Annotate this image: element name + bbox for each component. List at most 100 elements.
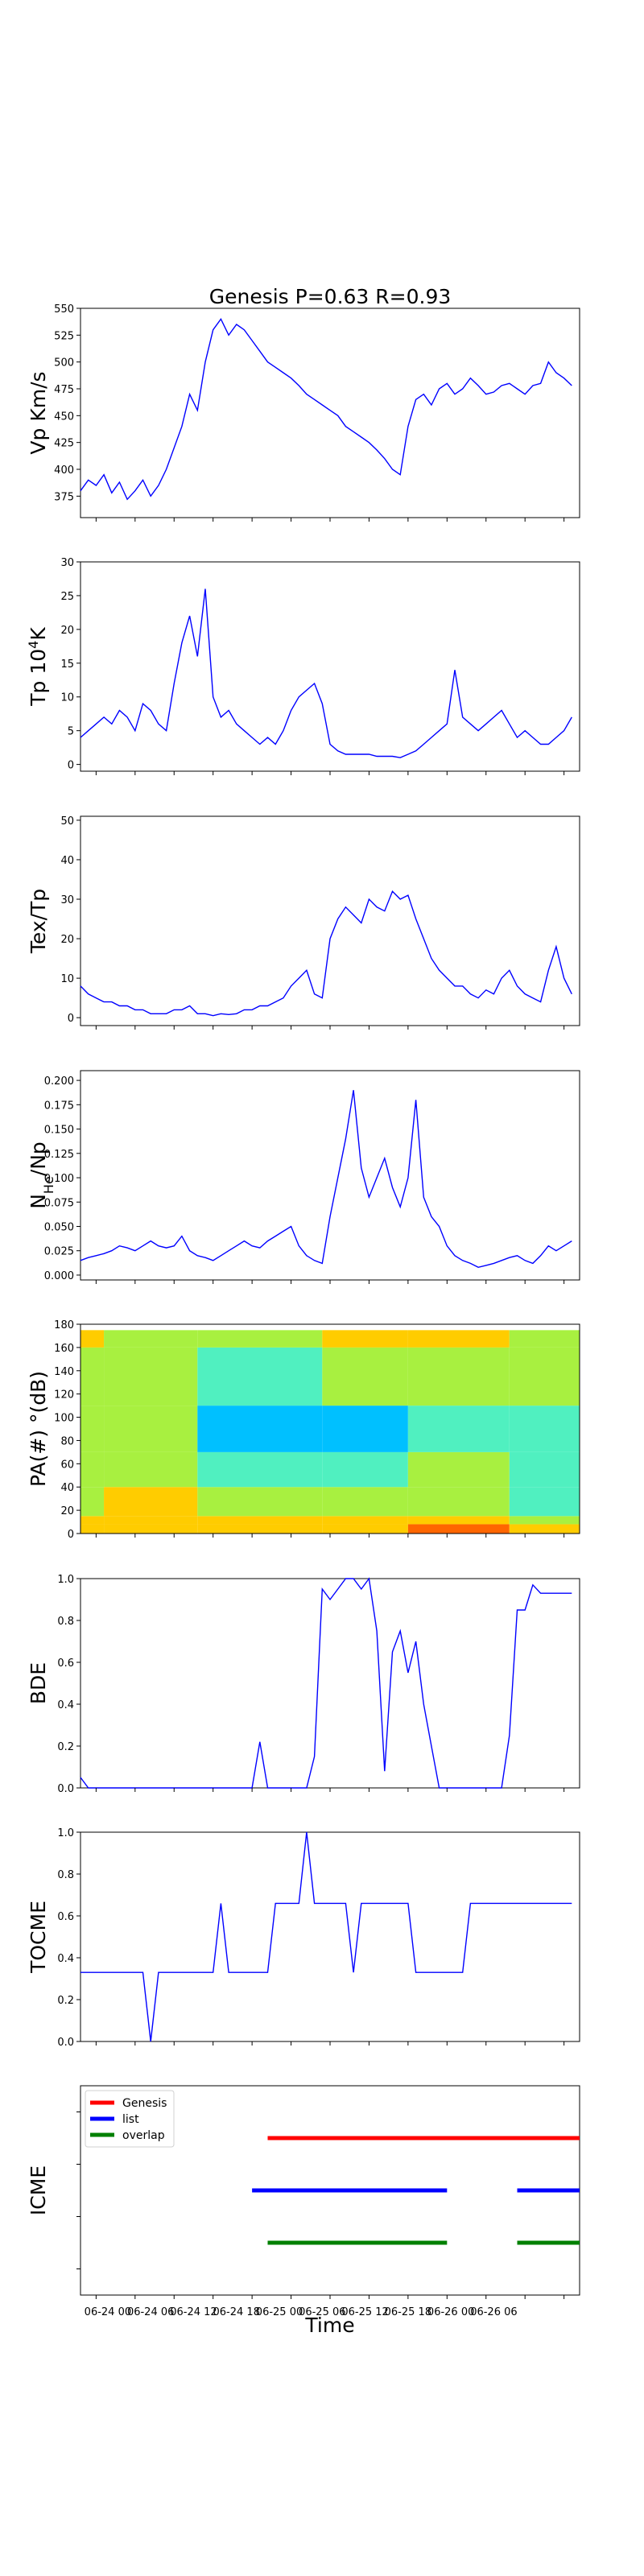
panel-5: 0 20 40 60 80 100 120 140 160 180 PA(#) °(dB) bbox=[27, 1319, 580, 1541]
y-tick-label: 0.4 bbox=[57, 1699, 74, 1711]
heatmap-cell bbox=[197, 1487, 323, 1517]
series-line bbox=[80, 1577, 572, 1789]
y-tick-label: 0.2 bbox=[57, 1741, 74, 1753]
y-tick-label: 0.2 bbox=[57, 1995, 74, 2007]
figure-title: Genesis P=0.63 R=0.93 bbox=[209, 285, 452, 308]
y-tick-label: 475 bbox=[54, 384, 74, 396]
y-axis-label: BDE bbox=[27, 1662, 50, 1704]
y-tick-label: 0.150 bbox=[44, 1125, 74, 1137]
y-tick-label: 550 bbox=[54, 303, 74, 316]
series-line bbox=[80, 890, 572, 1017]
heatmap-cell bbox=[407, 1406, 510, 1452]
heatmap-cell bbox=[104, 1451, 198, 1488]
y-tick-label: 400 bbox=[54, 464, 74, 477]
y-tick-label: 450 bbox=[54, 411, 74, 423]
y-axis-label: PA(#) °(dB) bbox=[27, 1371, 50, 1487]
heatmap-cell bbox=[407, 1487, 510, 1517]
x-tick-label: 06-26 00 bbox=[427, 2306, 474, 2318]
x-tick-label: 06-25 00 bbox=[256, 2306, 303, 2318]
y-tick-label: 0.200 bbox=[44, 1075, 74, 1088]
legend-entry: Genesis bbox=[122, 2097, 167, 2110]
y-tick-label: 1.0 bbox=[57, 1574, 74, 1586]
y-tick-label: 25 bbox=[60, 591, 74, 603]
x-tick-label: 06-25 12 bbox=[341, 2306, 388, 2318]
y-axis-label: ICME bbox=[27, 2165, 50, 2215]
heatmap-cell bbox=[80, 1406, 105, 1452]
heatmap-cell bbox=[509, 1524, 580, 1534]
y-tick-label: 30 bbox=[60, 894, 74, 906]
heatmap-cell bbox=[104, 1524, 198, 1534]
y-tick-label: 100 bbox=[54, 1413, 74, 1425]
panel-8: Genesis list overlap ICME bbox=[27, 2085, 580, 2299]
heatmap-top-gap bbox=[80, 1324, 580, 1331]
y-tick-label: 5 bbox=[68, 726, 74, 738]
plot-area bbox=[80, 1578, 580, 1789]
y-tick-label: 0.000 bbox=[44, 1270, 74, 1282]
heatmap-cell bbox=[104, 1347, 198, 1406]
y-tick-label: 0.4 bbox=[57, 1953, 74, 1965]
heatmap-cell bbox=[80, 1330, 105, 1348]
y-axis-label: Tp 104K bbox=[26, 627, 51, 707]
series-line bbox=[80, 317, 572, 501]
heatmap-cell bbox=[509, 1487, 580, 1517]
heatmap-cell bbox=[407, 1347, 510, 1406]
heatmap-cell bbox=[509, 1516, 580, 1525]
y-tick-label: 160 bbox=[54, 1343, 74, 1355]
heatmap-cell bbox=[322, 1406, 408, 1452]
heatmap-cell bbox=[104, 1330, 198, 1348]
x-tick-label: 06-26 06 bbox=[470, 2306, 517, 2318]
y-tick-label: 20 bbox=[60, 1505, 74, 1517]
heatmap-cell bbox=[322, 1330, 408, 1348]
heatmap-cell bbox=[80, 1347, 105, 1406]
heatmap-cell bbox=[197, 1406, 323, 1452]
y-tick-label: 180 bbox=[54, 1319, 74, 1331]
heatmap-cell bbox=[509, 1406, 580, 1452]
heatmap-cell bbox=[80, 1487, 105, 1517]
plot-area bbox=[80, 815, 580, 1026]
legend-entry: overlap bbox=[122, 2129, 165, 2142]
heatmap-cell bbox=[407, 1524, 510, 1534]
y-tick-label: 120 bbox=[54, 1389, 74, 1402]
y-axis-label: Vp Km/s bbox=[27, 371, 50, 454]
panel-6: 0.0 0.2 0.4 0.6 0.8 1.0 BDE bbox=[27, 1574, 580, 1795]
y-tick-label: 0.8 bbox=[57, 1869, 74, 1881]
y-tick-label: 0 bbox=[68, 1013, 74, 1025]
plot-area bbox=[80, 308, 580, 518]
heatmap-cell bbox=[509, 1451, 580, 1488]
heatmap-cell bbox=[197, 1347, 323, 1406]
y-tick-label: 0.8 bbox=[57, 1616, 74, 1628]
heatmap-cell bbox=[322, 1516, 408, 1525]
y-tick-label: 30 bbox=[60, 557, 74, 569]
y-tick-label: 20 bbox=[60, 934, 74, 946]
y-tick-label: 10 bbox=[60, 973, 74, 985]
y-tick-label: 10 bbox=[60, 692, 74, 704]
heatmap-cell bbox=[197, 1516, 323, 1525]
y-tick-label: 0.0 bbox=[57, 1783, 74, 1795]
y-tick-label: 1.0 bbox=[57, 1827, 74, 1839]
series-line bbox=[80, 1090, 572, 1269]
heatmap-cell bbox=[104, 1406, 198, 1452]
heatmap-cell bbox=[509, 1347, 580, 1406]
y-tick-label: 50 bbox=[60, 815, 74, 828]
y-tick-label: 500 bbox=[54, 357, 74, 369]
heatmap-cell bbox=[509, 1330, 580, 1348]
x-tick-label: 06-24 12 bbox=[170, 2306, 217, 2318]
heatmap-cell bbox=[322, 1451, 408, 1488]
y-tick-label: 0 bbox=[68, 760, 74, 772]
y-tick-label: 40 bbox=[60, 1482, 74, 1494]
heatmap-cell bbox=[80, 1524, 105, 1534]
y-tick-label: 0.025 bbox=[44, 1246, 74, 1258]
y-tick-label: 0.6 bbox=[57, 1911, 74, 1923]
y-tick-label: 80 bbox=[60, 1435, 74, 1447]
heatmap-cell bbox=[407, 1330, 510, 1348]
y-tick-label: 15 bbox=[60, 658, 74, 671]
y-tick-label: 0.100 bbox=[44, 1173, 74, 1185]
plot-area bbox=[80, 561, 580, 772]
y-tick-label: 20 bbox=[60, 625, 74, 637]
heatmap-cell bbox=[322, 1524, 408, 1534]
y-axis-label: Tex/Tp bbox=[27, 889, 50, 954]
legend: Genesis list overlap bbox=[85, 2090, 175, 2148]
heatmap-cell bbox=[197, 1330, 323, 1348]
